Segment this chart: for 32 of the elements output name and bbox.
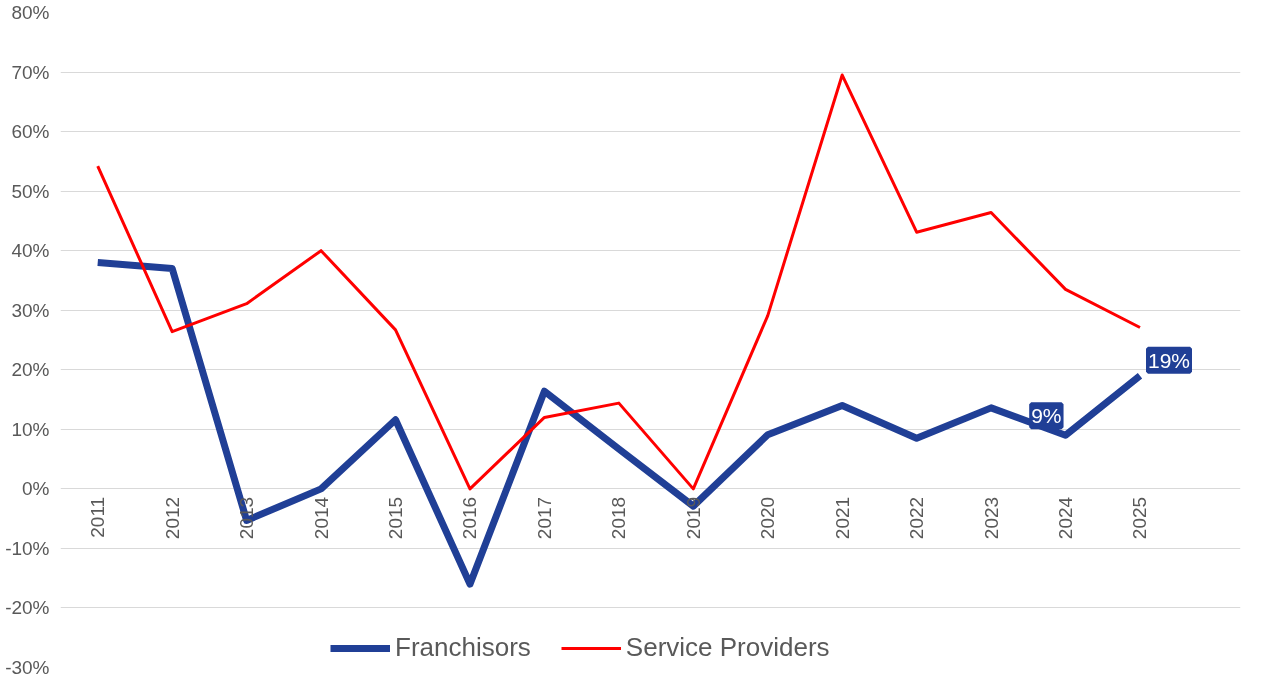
y-tick-label: 70% [11, 61, 50, 83]
y-tick-label: 20% [11, 359, 50, 381]
x-tick-label: 2011 [87, 496, 109, 538]
y-tick-label: 30% [11, 299, 50, 321]
y-tick-label: 0% [22, 478, 50, 500]
y-tick-label: 40% [11, 240, 50, 262]
data-label: 9% [1031, 404, 1062, 428]
legend-label: Franchisors [395, 632, 531, 663]
x-tick-label: 2014 [310, 496, 332, 540]
y-tick-label: -10% [5, 537, 50, 559]
x-tick-label: 2019 [682, 496, 704, 540]
x-tick-label: 2020 [757, 496, 779, 540]
y-tick-label: -20% [5, 597, 50, 619]
x-tick-label: 2022 [906, 496, 928, 540]
x-tick-label: 2023 [980, 496, 1002, 540]
x-tick-label: 2025 [1129, 496, 1151, 540]
x-tick-label: 2024 [1055, 496, 1077, 540]
x-tick-label: 2021 [831, 496, 853, 540]
y-tick-label: 10% [11, 418, 50, 440]
x-tick-label: 2018 [608, 496, 630, 540]
x-tick-label: 2015 [385, 496, 407, 540]
x-tick-label: 2017 [533, 496, 555, 540]
legend-label: Service Providers [625, 632, 830, 663]
y-tick-label: 60% [11, 121, 50, 143]
y-tick-label: 80% [11, 2, 50, 23]
line-series [96, 73, 1142, 491]
data-label: 19% [1148, 348, 1191, 372]
y-tick-label: -30% [5, 657, 50, 678]
x-tick-label: 2013 [236, 496, 258, 540]
y-tick-label: 50% [11, 180, 50, 202]
x-tick-label: 2016 [459, 496, 481, 540]
x-tick-label: 2012 [161, 496, 183, 540]
